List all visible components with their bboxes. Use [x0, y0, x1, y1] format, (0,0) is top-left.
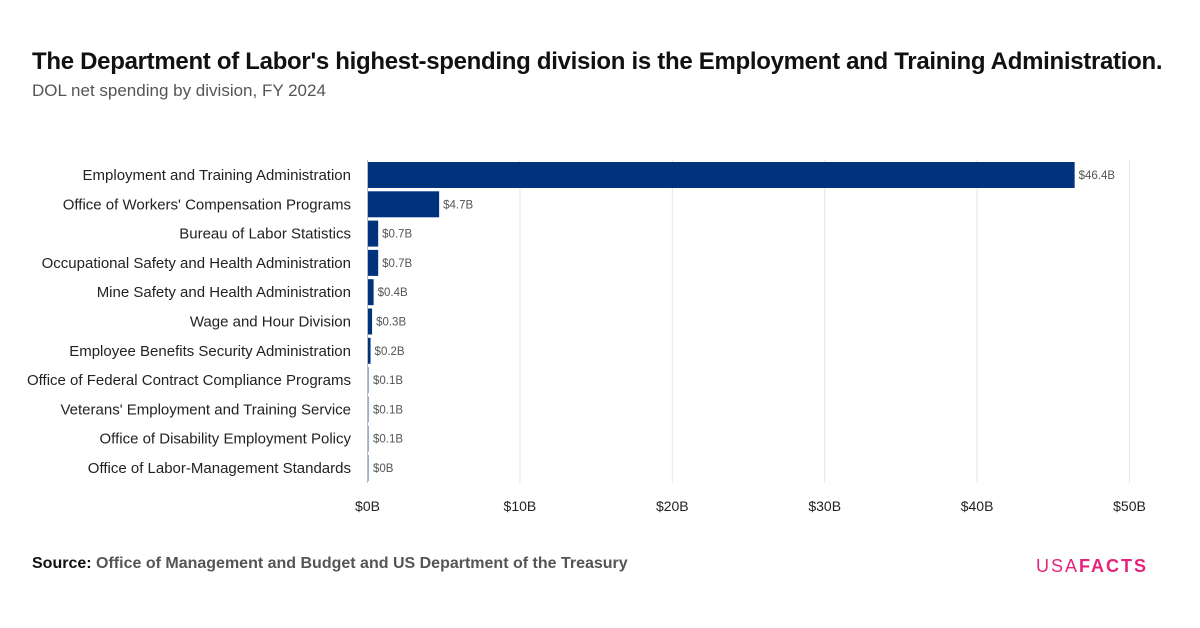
category-label: Office of Labor-Management Standards: [88, 460, 351, 477]
category-label: Occupational Safety and Health Administr…: [42, 255, 351, 272]
category-label: Office of Disability Employment Policy: [100, 431, 352, 448]
source-note: Source: Office of Management and Budget …: [32, 555, 628, 573]
bar: [367, 279, 374, 306]
logo-part-facts: FACTS: [1078, 556, 1148, 576]
x-tick-label: $20B: [656, 498, 689, 514]
bar: [367, 425, 370, 452]
source-label: Source:: [32, 555, 92, 572]
value-label: $0B: [373, 463, 394, 475]
value-label: $0.1B: [373, 375, 403, 387]
value-label: $0.3B: [376, 317, 406, 329]
category-label: Employment and Training Administration: [83, 167, 351, 184]
bar: [367, 367, 370, 394]
bar: [367, 455, 369, 481]
bar: [367, 220, 379, 247]
value-label: $46.4B: [1079, 170, 1116, 182]
x-tick-label: $0B: [355, 498, 380, 514]
bar: [367, 337, 371, 364]
category-label: Office of Federal Contract Compliance Pr…: [27, 372, 351, 389]
chart-title: The Department of Labor's highest-spendi…: [32, 48, 1163, 75]
value-label: $0.7B: [382, 258, 412, 270]
x-tick-label: $30B: [808, 498, 841, 514]
category-label: Wage and Hour Division: [190, 314, 351, 331]
category-label: Office of Workers' Compensation Programs: [63, 196, 351, 213]
x-tick-label: $40B: [961, 498, 994, 514]
category-label: Employee Benefits Security Administratio…: [69, 343, 351, 360]
logo-part-usa: USA: [1035, 556, 1079, 576]
source-text: Office of Management and Budget and US D…: [96, 555, 628, 572]
value-label: $0.7B: [382, 229, 412, 241]
value-label: $4.7B: [443, 199, 473, 211]
bar: [367, 191, 440, 218]
bar: [367, 308, 373, 335]
value-label: $0.2B: [375, 346, 405, 358]
category-label: Mine Safety and Health Administration: [97, 284, 351, 301]
bar: [367, 162, 1075, 188]
category-label: Veterans' Employment and Training Servic…: [60, 401, 351, 418]
chart-subtitle: DOL net spending by division, FY 2024: [32, 81, 326, 100]
x-tick-label: $50B: [1113, 498, 1146, 514]
value-label: $0.1B: [373, 404, 403, 416]
x-tick-label: $10B: [504, 498, 537, 514]
value-label: $0.1B: [373, 434, 403, 446]
value-label: $0.4B: [378, 287, 408, 299]
bar: [367, 249, 379, 276]
bar: [367, 396, 370, 423]
category-label: Bureau of Labor Statistics: [179, 226, 351, 243]
usafacts-logo: USAFACTS: [1036, 556, 1148, 577]
